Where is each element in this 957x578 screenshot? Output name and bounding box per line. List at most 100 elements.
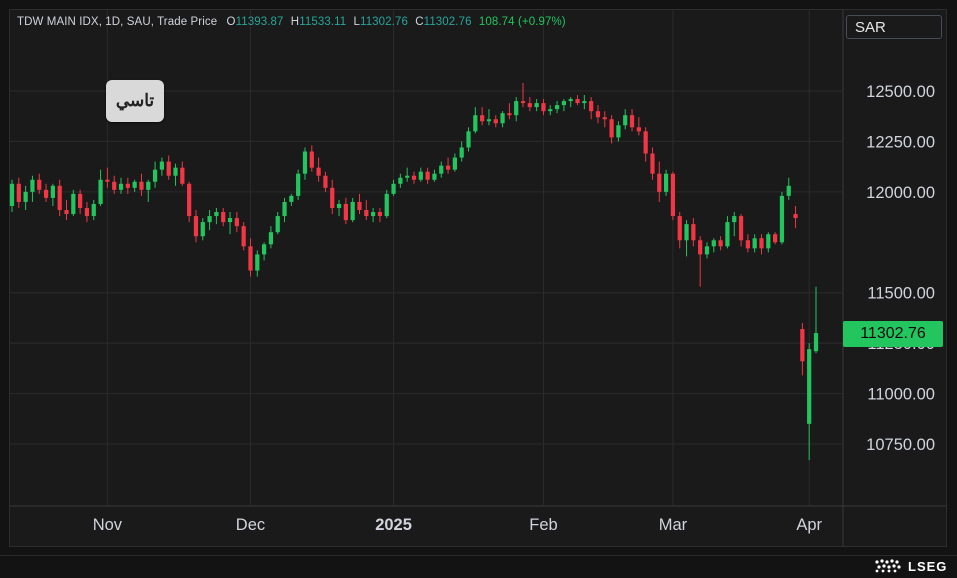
- low-key: L: [353, 16, 361, 28]
- candle: [118, 177, 124, 194]
- candle: [698, 236, 703, 287]
- candle: [125, 177, 130, 194]
- candle-body: [118, 183, 124, 190]
- y-tick-label: 11000.00: [867, 386, 935, 404]
- candle-body: [663, 173, 669, 192]
- x-tick-label: 2025: [375, 516, 412, 534]
- candle: [738, 214, 744, 247]
- candle: [152, 161, 158, 188]
- candle: [602, 111, 607, 128]
- candle: [493, 115, 498, 128]
- candle: [704, 242, 710, 259]
- open-value: 11393.87: [235, 16, 284, 28]
- candle-body: [241, 226, 246, 247]
- candle-body: [807, 349, 812, 424]
- candle-body: [752, 238, 757, 249]
- candle: [336, 199, 342, 217]
- candle-body: [548, 109, 553, 112]
- candle-body: [398, 177, 403, 184]
- last-price-tag: 11302.76: [843, 321, 943, 347]
- candle-body: [261, 244, 267, 255]
- candle: [316, 157, 321, 182]
- candle: [16, 177, 21, 208]
- candle: [289, 193, 294, 206]
- candle-body: [30, 179, 35, 192]
- candle-body: [534, 103, 539, 108]
- candle: [507, 103, 512, 120]
- footer-divider: [0, 555, 957, 556]
- candle-body: [166, 161, 171, 176]
- candle: [514, 97, 519, 122]
- candle-body: [793, 214, 798, 219]
- candle-body: [207, 216, 212, 223]
- candle: [159, 157, 165, 176]
- candle: [650, 147, 655, 180]
- candle: [486, 109, 492, 126]
- candle-body: [452, 157, 457, 170]
- candle: [473, 107, 478, 134]
- candle: [180, 161, 185, 186]
- candle: [800, 322, 805, 376]
- lseg-mark-icon: [875, 559, 901, 573]
- candle: [773, 232, 778, 245]
- candle-body: [343, 203, 348, 221]
- candle-body: [78, 193, 83, 208]
- candle-body: [445, 165, 451, 170]
- candle: [255, 250, 260, 277]
- candle: [589, 97, 594, 120]
- candle-body: [691, 224, 696, 241]
- candle: [643, 127, 648, 162]
- candle-body: [520, 101, 526, 104]
- candle-body: [357, 201, 362, 211]
- candle: [166, 155, 171, 180]
- candle-body: [507, 113, 512, 116]
- candle-body: [616, 125, 621, 138]
- x-tick-label: Nov: [93, 516, 123, 534]
- candle-body: [568, 99, 573, 102]
- candle: [173, 163, 178, 186]
- candle-body: [371, 212, 376, 217]
- candle-body: [296, 173, 301, 196]
- candle: [227, 212, 233, 235]
- candle: [520, 82, 526, 108]
- candle-body: [677, 216, 682, 241]
- x-tick-label: Mar: [659, 516, 688, 534]
- candle-body: [602, 117, 607, 120]
- candle-body: [800, 329, 805, 362]
- candle-body: [152, 169, 158, 182]
- candle: [807, 343, 812, 461]
- candle-body: [275, 216, 280, 233]
- candle: [425, 167, 430, 184]
- candle: [91, 199, 96, 221]
- candle: [752, 234, 757, 253]
- candle: [377, 207, 383, 223]
- candle: [411, 171, 417, 184]
- candle-body: [766, 234, 771, 249]
- candle-body: [657, 173, 662, 192]
- candle-body: [670, 173, 676, 217]
- candle-body: [43, 189, 49, 198]
- candle: [221, 207, 226, 227]
- candle: [43, 183, 49, 202]
- candle: [296, 169, 301, 200]
- candle: [357, 193, 362, 215]
- candle-body: [439, 165, 444, 174]
- currency-selector[interactable]: SAR: [846, 15, 942, 39]
- candle: [261, 242, 267, 261]
- candle-body: [466, 131, 471, 148]
- candle: [78, 189, 83, 215]
- candle-body: [773, 234, 778, 243]
- candle: [248, 238, 253, 277]
- candle-body: [309, 151, 314, 168]
- candle: [534, 99, 539, 112]
- candle: [466, 127, 471, 152]
- candle: [234, 212, 239, 233]
- candle-body: [214, 212, 219, 217]
- candle-body: [650, 153, 655, 174]
- candle: [445, 157, 451, 174]
- candle: [343, 197, 348, 225]
- candle: [561, 99, 567, 112]
- candle: [418, 167, 423, 182]
- candle: [711, 238, 716, 253]
- candle-body: [37, 179, 42, 190]
